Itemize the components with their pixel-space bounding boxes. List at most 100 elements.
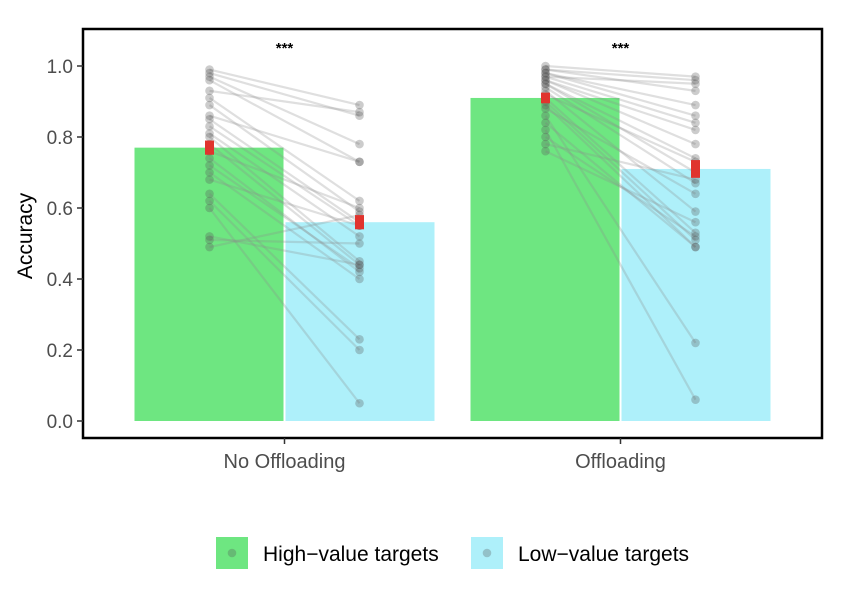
participant-point-high	[205, 161, 214, 170]
legend-label-low: Low−value targets	[518, 543, 689, 566]
bar-low-value-offloading	[621, 168, 771, 421]
error-bar	[691, 160, 700, 178]
participant-point-low	[355, 335, 364, 344]
participant-point-low	[355, 274, 364, 284]
participant-point-high	[205, 86, 214, 96]
bars-layer	[134, 97, 771, 421]
participant-point-low	[691, 395, 700, 405]
y-tick-label: 0.2	[47, 341, 73, 362]
participant-point-low	[355, 260, 364, 270]
participant-point-low	[691, 118, 700, 128]
error-bar	[541, 92, 550, 104]
participant-point-low	[355, 345, 364, 355]
participant-line	[544, 136, 697, 238]
participant-point-low	[691, 178, 700, 188]
participant-line	[208, 79, 361, 163]
participant-point-high	[205, 122, 214, 131]
axes-layer: *** *** 0.0 0.2 0.4 0.6 0.8 1.0 No Offloading Off…	[47, 40, 666, 473]
participant-point-low	[355, 157, 364, 167]
participant-point-high	[541, 65, 550, 74]
participant-line	[544, 89, 697, 213]
participant-point-high	[205, 232, 214, 241]
participant-point-high	[205, 75, 214, 85]
legend-label-high: High−value targets	[263, 543, 439, 566]
x-category-label: No Offloading	[224, 451, 346, 473]
participant-point-low	[355, 157, 364, 167]
participant-line	[209, 89, 360, 114]
participant-line	[545, 93, 696, 163]
participant-point-high	[205, 68, 214, 78]
participant-point-low	[691, 338, 700, 348]
participant-point-low	[355, 232, 364, 241]
legend-point-low	[482, 548, 492, 558]
participant-line	[545, 72, 696, 107]
participant-point-high	[205, 100, 214, 110]
participant-point-low	[691, 79, 700, 89]
participant-point-high	[541, 79, 550, 89]
participant-line	[545, 143, 696, 181]
participant-line	[208, 171, 361, 280]
participant-point-low	[691, 217, 700, 227]
participant-line	[544, 100, 697, 241]
participant-line	[545, 72, 696, 117]
participant-line	[545, 68, 696, 82]
participant-point-high	[205, 111, 214, 120]
participant-line	[208, 97, 361, 202]
participant-line	[209, 235, 360, 266]
participant-point-low	[691, 189, 700, 199]
participant-point-low	[355, 111, 364, 120]
participant-line	[544, 121, 697, 248]
error-bar	[355, 215, 364, 230]
participant-point-low	[355, 264, 364, 273]
participant-line	[209, 178, 360, 227]
participant-line	[544, 104, 697, 248]
participant-point-low	[691, 235, 700, 245]
participant-line	[209, 75, 360, 146]
participant-line	[208, 207, 361, 404]
participant-point-high	[541, 125, 550, 135]
participant-point-low	[691, 111, 700, 120]
participant-line	[209, 150, 360, 210]
participant-line	[545, 68, 696, 92]
participant-point-low	[691, 242, 700, 252]
participant-point-low	[355, 207, 364, 216]
participant-line	[209, 72, 360, 117]
participant-point-high	[205, 168, 214, 177]
participant-point-high	[541, 118, 550, 128]
plot-panel-border	[81, 27, 824, 440]
participant-point-low	[355, 203, 364, 213]
significance-label: ***	[276, 40, 294, 57]
y-tick-label: 0.6	[47, 199, 73, 220]
participant-point-high	[205, 203, 214, 213]
participant-point-low	[355, 139, 364, 149]
participant-point-low	[691, 75, 700, 85]
participant-line	[208, 157, 361, 273]
participant-point-high	[205, 129, 214, 138]
participant-point-low	[691, 139, 700, 149]
participant-line	[208, 164, 361, 270]
participant-point-low	[355, 100, 364, 110]
participant-point-high	[205, 175, 214, 184]
legend: High−value targets Low−value targets	[216, 537, 689, 569]
participant-point-high	[541, 104, 550, 113]
participant-line	[209, 114, 360, 163]
participant-point-low	[355, 398, 364, 408]
legend-swatch-high	[216, 537, 248, 569]
participant-line	[544, 86, 697, 185]
participant-line	[545, 79, 696, 146]
legend-swatch-low	[471, 537, 503, 569]
participant-line	[209, 68, 360, 107]
participant-line	[209, 238, 360, 245]
participant-point-high	[541, 68, 550, 78]
participant-point-low	[691, 207, 700, 216]
participant-line	[544, 97, 697, 234]
participant-point-high	[541, 132, 550, 142]
error-bar	[205, 140, 214, 155]
participant-point-high	[541, 139, 550, 149]
participant-point-high	[205, 114, 214, 124]
participant-line	[208, 125, 361, 227]
participant-point-low	[691, 242, 700, 252]
y-axis-title: Accuracy	[14, 192, 37, 279]
participant-point-low	[691, 100, 700, 110]
